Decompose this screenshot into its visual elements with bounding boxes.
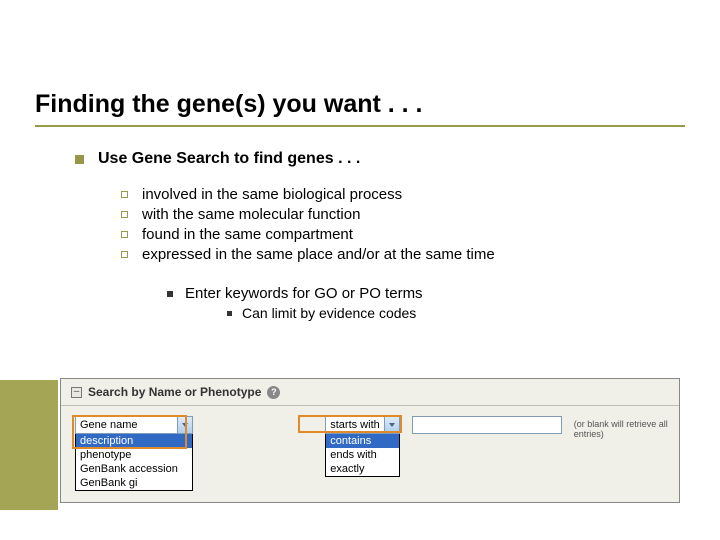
bullet-level2: found in the same compartment: [121, 226, 690, 243]
level2-text: found in the same compartment: [142, 226, 353, 243]
hint-text: (or blank will retrieve all entries): [574, 416, 679, 439]
match-dropdown[interactable]: starts with contains ends with exactly: [325, 416, 400, 477]
slide: Finding the gene(s) you want . . . Use G…: [0, 0, 720, 540]
bullet-level2: involved in the same biological process: [121, 186, 690, 203]
dropdown-item[interactable]: description: [76, 434, 192, 448]
bullet-level2: expressed in the same place and/or at th…: [121, 246, 690, 263]
panel-header: – Search by Name or Phenotype ?: [61, 379, 679, 403]
hollow-square-icon: [121, 251, 128, 258]
dropdown-list: contains ends with exactly: [325, 434, 400, 477]
hollow-square-icon: [121, 191, 128, 198]
slide-title: Finding the gene(s) you want . . .: [35, 90, 685, 123]
square-bullet-icon: [75, 155, 84, 164]
dropdown-selected-text: starts with: [326, 417, 384, 433]
dropdown-item[interactable]: contains: [326, 434, 399, 448]
search-panel: – Search by Name or Phenotype ? Gene nam…: [60, 378, 680, 503]
collapse-icon[interactable]: –: [71, 387, 82, 398]
dropdown-list: description phenotype GenBank accession …: [75, 434, 193, 491]
level2-group: involved in the same biological process …: [121, 186, 690, 263]
level2-text: expressed in the same place and/or at th…: [142, 246, 495, 263]
dropdown-item[interactable]: GenBank gi: [76, 476, 192, 490]
field-dropdown[interactable]: Gene name description phenotype GenBank …: [75, 416, 193, 491]
level3-group: Enter keywords for GO or PO terms Can li…: [167, 285, 690, 321]
small-square-icon: [167, 291, 173, 297]
search-textbox[interactable]: [412, 416, 562, 434]
panel-divider: [61, 405, 679, 406]
level4-group: Can limit by evidence codes: [227, 305, 690, 321]
sidebar-stripe: [0, 380, 58, 510]
title-underline: [35, 125, 685, 127]
bullet-level2: with the same molecular function: [121, 206, 690, 223]
dropdown-selected-text: Gene name: [76, 417, 177, 433]
panel-row: Gene name description phenotype GenBank …: [61, 416, 679, 491]
panel-title: Search by Name or Phenotype: [88, 385, 261, 399]
level1-text: Use Gene Search to find genes . . .: [98, 150, 360, 168]
dropdown-item[interactable]: GenBank accession: [76, 462, 192, 476]
bullet-level4: Can limit by evidence codes: [227, 305, 690, 321]
dropdown-item[interactable]: exactly: [326, 462, 399, 476]
level3-text: Enter keywords for GO or PO terms: [185, 285, 423, 302]
level2-text: involved in the same biological process: [142, 186, 402, 203]
bullet-level1: Use Gene Search to find genes . . .: [75, 150, 690, 168]
chevron-down-icon[interactable]: [177, 417, 192, 433]
hollow-square-icon: [121, 211, 128, 218]
hollow-square-icon: [121, 231, 128, 238]
dropdown-selected[interactable]: Gene name: [75, 416, 193, 434]
bullet-level3: Enter keywords for GO or PO terms: [167, 285, 690, 302]
tiny-square-icon: [227, 311, 232, 316]
dropdown-item[interactable]: ends with: [326, 448, 399, 462]
dropdown-item[interactable]: phenotype: [76, 448, 192, 462]
chevron-down-icon[interactable]: [384, 417, 399, 433]
dropdown-selected[interactable]: starts with: [325, 416, 400, 434]
help-icon[interactable]: ?: [267, 386, 280, 399]
content-area: Use Gene Search to find genes . . . invo…: [75, 150, 690, 321]
level4-text: Can limit by evidence codes: [242, 305, 416, 321]
level2-text: with the same molecular function: [142, 206, 360, 223]
title-block: Finding the gene(s) you want . . .: [35, 90, 685, 127]
